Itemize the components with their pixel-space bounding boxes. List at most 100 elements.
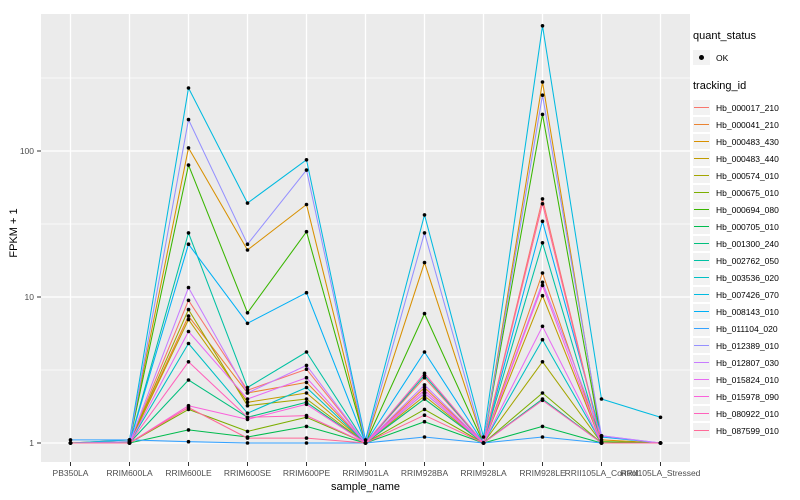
legend-item-label: Hb_008143_010 <box>716 306 779 317</box>
data-point <box>304 413 309 418</box>
data-point <box>658 415 663 420</box>
series-color-line <box>694 378 709 381</box>
data-point <box>422 385 427 390</box>
legend-item-tracking-id: Hb_001300_240 <box>693 235 799 252</box>
data-point <box>186 329 191 334</box>
series-color-line <box>694 429 709 432</box>
data-point <box>186 146 191 150</box>
data-point <box>304 436 309 440</box>
series-color-line <box>694 140 709 143</box>
data-point <box>68 441 73 445</box>
series-color-line <box>694 191 709 194</box>
line-swatch-icon <box>693 338 710 353</box>
legend-item-tracking-id: Hb_000483_440 <box>693 150 799 167</box>
series-color-line <box>694 276 709 279</box>
line-swatch-icon <box>693 389 710 404</box>
data-point <box>422 231 427 235</box>
line-swatch-icon <box>693 423 710 438</box>
data-point <box>540 424 545 429</box>
line-swatch-icon <box>693 202 710 217</box>
data-point <box>245 397 250 401</box>
line-swatch-icon <box>693 287 710 302</box>
data-point <box>540 398 545 403</box>
series-color-line <box>694 327 709 330</box>
line-swatch-icon <box>693 151 710 166</box>
data-point <box>186 428 191 432</box>
legend-item-label: Hb_003536_020 <box>716 272 779 283</box>
data-point <box>540 435 545 439</box>
data-point <box>304 168 309 172</box>
data-point <box>304 350 309 354</box>
data-point <box>68 438 73 442</box>
data-point <box>304 363 309 368</box>
data-point <box>422 383 427 387</box>
data-point <box>245 429 250 434</box>
data-point <box>422 350 427 354</box>
series-color-line <box>694 123 709 126</box>
legend-item-tracking-id: Hb_000675_010 <box>693 184 799 201</box>
legend-title-quant-status: quant_status <box>693 30 756 42</box>
line-swatch-icon <box>693 372 710 387</box>
data-point <box>245 248 250 252</box>
x-tick-label: PB350LA <box>53 468 89 478</box>
data-point <box>304 402 309 407</box>
x-tick-label: RRIM600SE <box>224 468 272 478</box>
legend-item-label: Hb_087599_010 <box>716 425 779 436</box>
data-point <box>422 407 427 412</box>
line-swatch-icon <box>693 406 710 421</box>
data-point <box>540 80 545 84</box>
legend-item-label: Hb_000483_430 <box>716 136 779 147</box>
legend-item-tracking-id: Hb_015978_090 <box>693 388 799 405</box>
legend-item-tracking-id: Hb_007426_070 <box>693 286 799 303</box>
legend-item-tracking-id: Hb_000483_430 <box>693 133 799 150</box>
data-point <box>540 219 545 224</box>
x-tick-label: RRIM901LA <box>342 468 389 478</box>
series-color-line <box>694 412 709 415</box>
series-color-line <box>694 157 709 160</box>
line-swatch-icon <box>693 270 710 285</box>
data-point <box>186 298 191 303</box>
data-point <box>186 378 191 382</box>
data-point <box>363 441 368 445</box>
x-tick-label: RRIM928LE <box>519 468 566 478</box>
line-swatch-icon <box>693 304 710 319</box>
legend-item-tracking-id: Hb_000574_010 <box>693 167 799 184</box>
data-point <box>186 307 191 312</box>
legend-item-label: Hb_001300_240 <box>716 238 779 249</box>
line-swatch-icon <box>693 253 710 268</box>
data-point <box>540 197 545 201</box>
data-point <box>186 405 191 410</box>
legend-item-label: Hb_002762_050 <box>716 255 779 266</box>
data-point <box>422 394 427 398</box>
data-point <box>481 441 486 445</box>
data-point <box>540 337 545 342</box>
legend-item-tracking-id: Hb_012807_030 <box>693 354 799 371</box>
y-tick-label: 100 <box>20 146 34 156</box>
line-swatch-icon <box>693 100 710 115</box>
data-point <box>481 435 486 439</box>
legend: quant_status OK tracking_id Hb_000017_21… <box>693 30 799 439</box>
legend-item-label: Hb_000041_210 <box>716 119 779 130</box>
data-point <box>245 403 250 408</box>
black-point-icon <box>693 50 710 65</box>
x-tick-label: RRIM600LE <box>165 468 212 478</box>
data-point <box>186 117 191 122</box>
legend-item-label: Hb_015978_090 <box>716 391 779 402</box>
data-point <box>304 397 309 401</box>
legend-item-tracking-id: Hb_012389_010 <box>693 337 799 354</box>
x-tick-label: RRII105LA_Control <box>565 468 639 478</box>
data-point <box>304 380 309 385</box>
data-point <box>245 201 250 205</box>
data-point <box>245 385 250 390</box>
legend-tracking-id-items: Hb_000017_210 Hb_000041_210 Hb_000483_430 H… <box>693 99 799 439</box>
x-tick-label: RRII105LA_Stressed <box>621 468 701 478</box>
data-point <box>245 400 250 405</box>
legend-item-tracking-id: Hb_000041_210 <box>693 116 799 133</box>
legend-quant-status-items: OK <box>693 49 799 66</box>
legend-item-label: Hb_012807_030 <box>716 357 779 368</box>
data-point <box>422 388 427 393</box>
data-point <box>186 86 191 90</box>
y-tick-label: 1 <box>29 438 34 448</box>
line-swatch-icon <box>693 219 710 234</box>
legend-item-tracking-id: Hb_003536_020 <box>693 269 799 286</box>
